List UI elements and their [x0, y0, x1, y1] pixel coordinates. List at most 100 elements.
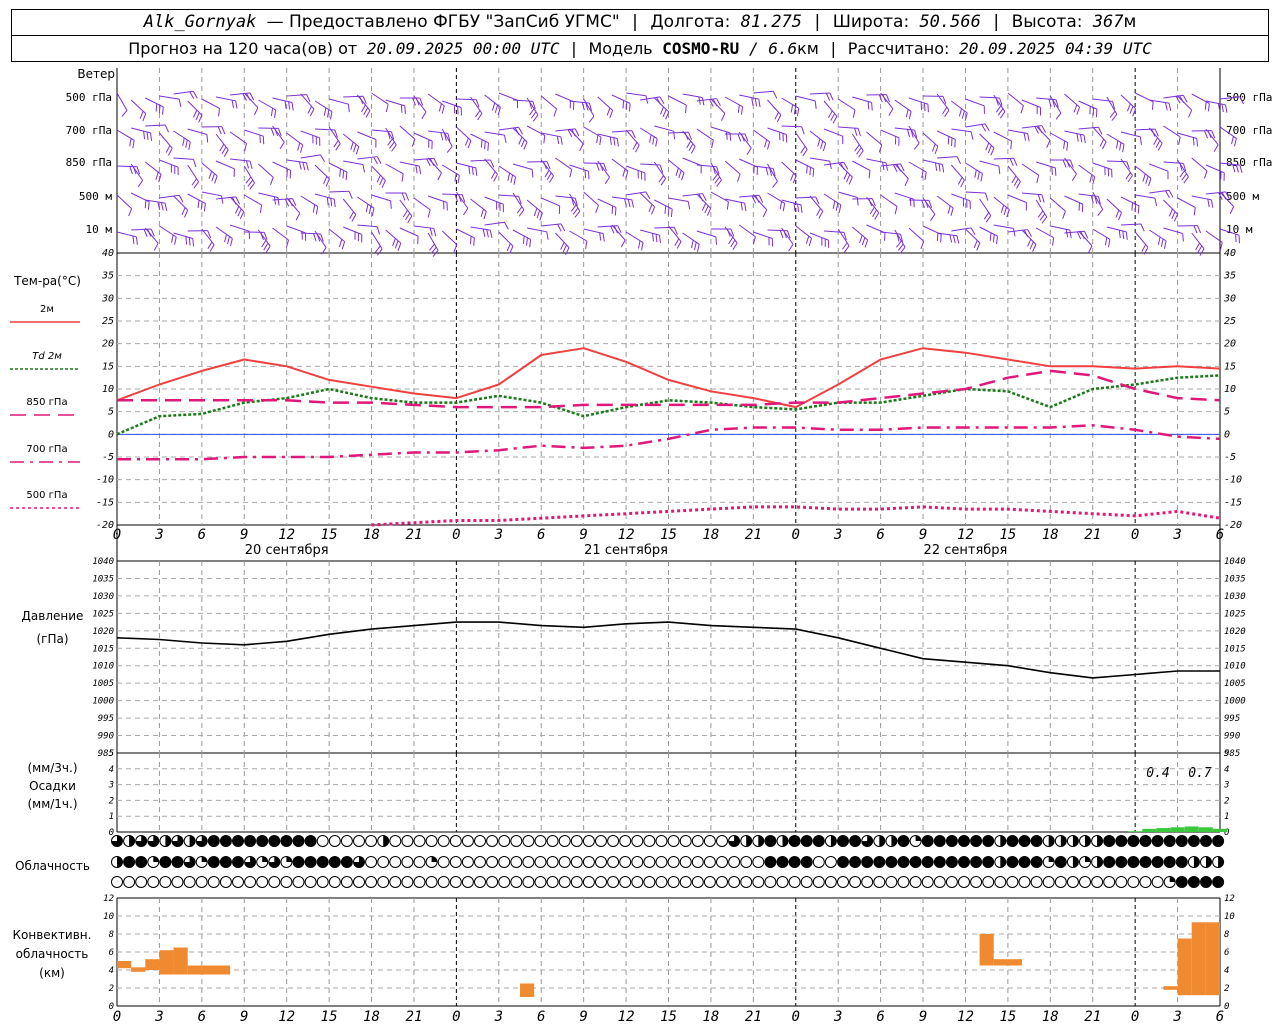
cloud-symbol — [728, 876, 741, 888]
cloud-symbol-ring — [631, 835, 644, 847]
wind-barb-feather — [158, 174, 162, 183]
wind-barb — [470, 159, 491, 162]
cloud-symbol-ring — [413, 835, 426, 847]
cloud-symbol-half — [1193, 856, 1200, 868]
wind-barb — [1035, 227, 1054, 239]
wind-barb-feather — [302, 162, 306, 171]
wind-barb — [258, 99, 276, 111]
pressure-title: Давление — [21, 609, 84, 623]
wind-barb-feather — [730, 239, 736, 248]
wind-barb-feather — [772, 91, 778, 99]
cloud-symbol — [522, 856, 535, 868]
pressure-axis-tick-left: 1000 — [92, 697, 114, 707]
wind-barb-feather — [214, 175, 218, 184]
cloud-symbol-ring — [498, 876, 511, 888]
wind-barb-feather — [956, 156, 961, 165]
cloud-symbol — [1212, 876, 1225, 888]
wind-barb-feather — [418, 166, 422, 175]
wind-barb — [244, 129, 264, 137]
wind-barb-feather — [878, 144, 883, 153]
cloud-symbol — [1042, 835, 1055, 847]
cloud-symbol — [1103, 856, 1116, 868]
cloud-symbol-ring — [861, 876, 874, 888]
wind-barb-feather — [622, 100, 625, 109]
wind-barb-feather — [513, 176, 517, 185]
wind-barb-feather — [631, 199, 635, 208]
cloud-symbol — [1091, 835, 1104, 847]
cloud-symbol-ring — [885, 876, 898, 888]
time-tick-label: 21 — [745, 1009, 762, 1024]
wind-barb-feather — [518, 126, 523, 135]
wind-barb-feather — [802, 149, 808, 157]
wind-barb — [187, 100, 203, 116]
cloud-symbol — [1091, 876, 1104, 888]
wind-barb-feather — [309, 108, 315, 117]
wind-barb-feather — [400, 104, 403, 113]
cloud-symbol-ring — [292, 835, 305, 847]
cloud-symbol-ring — [800, 835, 813, 847]
wind-barb-feather — [341, 241, 346, 250]
wind-barb-feather — [1069, 230, 1072, 239]
wind-barb — [710, 162, 722, 181]
wind-barb-feather — [539, 212, 543, 221]
time-tick-label: 12 — [278, 1009, 295, 1024]
cloud-symbol — [1127, 876, 1140, 888]
wind-barb-feather — [454, 173, 457, 182]
wind-barb-feather — [1000, 204, 1005, 213]
cloud-symbol-part — [172, 835, 183, 847]
wind-barb-feather — [375, 245, 381, 253]
wind-barb-feather — [782, 203, 786, 212]
cloud-symbol — [280, 876, 293, 888]
time-tick-label: 6 — [198, 527, 206, 543]
wind-barb — [343, 226, 362, 235]
wind-barb-feather — [900, 163, 905, 172]
wind-barb-feather — [1122, 230, 1125, 239]
wind-barb-feather — [670, 209, 673, 218]
cloud-symbol — [752, 856, 765, 868]
cloud-symbol-ring — [764, 876, 777, 888]
wind-barb-feather — [949, 234, 953, 243]
wind-barb-feather — [504, 221, 509, 230]
wind-barb-feather — [769, 167, 773, 176]
wind-barb-feather — [867, 101, 870, 110]
wind-barb-feather — [641, 242, 644, 251]
wind-barb-feather — [974, 169, 977, 178]
cloud-symbol — [861, 835, 874, 847]
wind-barb — [1134, 165, 1152, 179]
cloud-symbol-ring — [546, 856, 559, 868]
wind-barb — [1021, 192, 1042, 196]
wind-barb-feather — [664, 205, 667, 214]
wind-barb-feather — [1034, 126, 1039, 134]
wind-barb — [696, 164, 717, 168]
cloud-symbol — [582, 856, 595, 868]
wind-barb — [498, 231, 514, 247]
wind-barb-feather — [1097, 209, 1104, 216]
wind-barb-feather — [147, 201, 150, 210]
conv-bar — [187, 965, 202, 975]
wind-barb — [258, 192, 279, 198]
wind-barb — [385, 229, 402, 244]
wind-barb-feather — [1142, 173, 1146, 182]
cloud-symbol-ring — [280, 835, 293, 847]
cloud-symbol-ring — [413, 856, 426, 868]
wind-barb-feather — [349, 211, 355, 219]
forecast-time: 20.09.2025 00:00 UTC — [366, 39, 560, 58]
wind-barb — [159, 159, 179, 168]
time-tick-label: 18 — [363, 1009, 380, 1024]
wind-barb-feather — [1063, 140, 1066, 149]
cloud-symbol-ring — [1151, 835, 1164, 847]
cloud-symbol — [207, 835, 220, 847]
cloud-symbol — [365, 856, 378, 868]
wind-barb-feather — [1154, 128, 1159, 137]
wind-barb-feather — [464, 137, 469, 146]
cloud-symbol-ring — [195, 876, 208, 888]
header-row-2: Прогноз на 120 часа(ов) от 20.09.2025 00… — [11, 35, 1269, 62]
wind-barb-feather — [864, 239, 869, 248]
wind-barb-feather — [333, 199, 336, 208]
wind-barb-feather — [1125, 172, 1131, 180]
cloud-symbol-ring — [728, 876, 741, 888]
time-tick-label: 6 — [1216, 1009, 1224, 1024]
cloud-symbol-ring — [619, 856, 632, 868]
precip-annotation-1: 0.4 — [1146, 766, 1170, 781]
wind-barb-feather — [339, 168, 342, 177]
